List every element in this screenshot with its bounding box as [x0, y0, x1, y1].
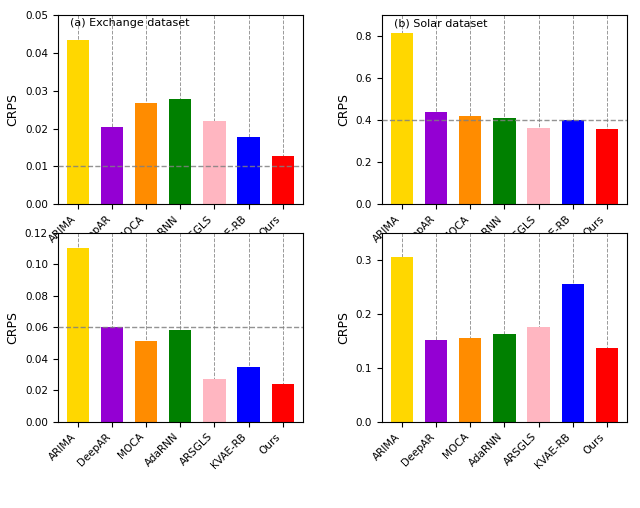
Bar [237, 137, 260, 204]
Bar [169, 99, 191, 204]
Bar [204, 379, 225, 422]
Bar [391, 257, 413, 422]
Bar [460, 116, 481, 204]
Text: (a) Exchange dataset: (a) Exchange dataset [70, 18, 189, 28]
Bar [135, 103, 157, 204]
Y-axis label: CRPS: CRPS [6, 310, 19, 343]
Text: (b) Solar dataset: (b) Solar dataset [394, 18, 488, 28]
Bar [425, 339, 447, 422]
Bar [67, 40, 89, 204]
Bar [527, 327, 550, 422]
Bar [561, 120, 584, 204]
Bar [493, 117, 516, 204]
Bar [460, 338, 481, 422]
Bar [135, 341, 157, 422]
Bar [101, 327, 124, 422]
Bar [204, 121, 225, 204]
Bar [101, 127, 124, 204]
Bar [391, 33, 413, 204]
Y-axis label: CRPS: CRPS [337, 93, 350, 126]
Bar [271, 384, 294, 422]
Bar [527, 128, 550, 204]
Bar [493, 334, 516, 422]
Y-axis label: CRPS: CRPS [337, 310, 350, 343]
Bar [425, 112, 447, 204]
Bar [169, 330, 191, 422]
Bar [67, 248, 89, 422]
Bar [561, 284, 584, 422]
Y-axis label: CRPS: CRPS [6, 93, 19, 126]
Bar [271, 156, 294, 204]
Bar [237, 366, 260, 422]
Bar [596, 347, 618, 422]
Bar [596, 129, 618, 204]
